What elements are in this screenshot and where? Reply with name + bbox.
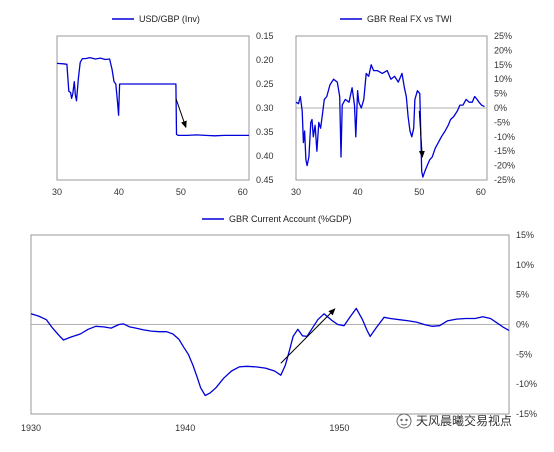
x-tick-label: 1940 [175, 423, 195, 433]
y-tick-label: 0.40 [256, 151, 274, 161]
y-tick-label: 25% [494, 31, 512, 41]
y-tick-label: 20% [494, 45, 512, 55]
y-tick-label: -20% [494, 161, 515, 171]
y-tick-label: -15% [516, 409, 537, 419]
x-tick-label: 50 [414, 187, 424, 197]
x-tick-label: 1930 [21, 423, 41, 433]
x-tick-label: 60 [238, 187, 248, 197]
watermark-text: 天风晨曦交易视点 [416, 413, 512, 428]
y-tick-label: -10% [494, 132, 515, 142]
x-tick-label: 40 [114, 187, 124, 197]
watermark: 天风晨曦交易视点 [396, 413, 512, 429]
y-tick-label: 15% [516, 230, 534, 240]
y-tick-label: 0% [494, 103, 507, 113]
chart-panel-1: 0.15 0.20 0.25 0.30 0.35 0.40 0.45 30 40 50 60 USD/… [52, 14, 274, 197]
y-tick-label: 5% [494, 89, 507, 99]
y-tick-label: 0.25 [256, 79, 274, 89]
y-tick-label: -15% [494, 146, 515, 156]
series-line [295, 64, 485, 178]
x-tick-label: 50 [176, 187, 186, 197]
series-line [30, 307, 510, 397]
y-tick-label: 0.35 [256, 127, 274, 137]
legend-label: GBR Current Account (%GDP) [229, 214, 352, 224]
legend-label: USD/GBP (Inv) [139, 14, 200, 24]
legend: GBR Current Account (%GDP) [202, 214, 352, 224]
x-tick-label: 30 [291, 187, 301, 197]
chart-panel-3: 15% 10% 5% 0% -5% -10% -15% 1930 1940 1950 GBR Cur… [21, 214, 537, 433]
y-tick-label: 5% [516, 290, 529, 300]
y-tick-label: -5% [494, 117, 510, 127]
y-tick-label: 0.20 [256, 55, 274, 65]
x-tick-label: 40 [353, 187, 363, 197]
annotation-arrow [280, 308, 336, 364]
legend: GBR Real FX vs TWI [340, 14, 452, 24]
series-line [56, 56, 249, 137]
y-tick-label: -25% [494, 175, 515, 185]
y-tick-label: 0.30 [256, 103, 274, 113]
y-tick-label: 10% [516, 260, 534, 270]
legend-label: GBR Real FX vs TWI [367, 14, 452, 24]
x-tick-label: 1950 [329, 423, 349, 433]
plot-frame [56, 35, 250, 181]
y-tick-label: 0% [516, 320, 529, 330]
chart-panel-2: 25% 20% 15% 10% 5% 0% -5% -10% -15% -20% -25% 30 40 5… [291, 14, 515, 197]
y-tick-label: -5% [516, 349, 532, 359]
y-tick-label: 0.45 [256, 175, 274, 185]
annotation-arrow [418, 110, 425, 158]
y-tick-label: 10% [494, 74, 512, 84]
x-tick-label: 30 [52, 187, 62, 197]
x-tick-label: 60 [476, 187, 486, 197]
y-tick-label: -10% [516, 379, 537, 389]
wechat-icon [396, 413, 412, 429]
legend: USD/GBP (Inv) [112, 14, 200, 24]
y-tick-label: 15% [494, 60, 512, 70]
annotation-arrow [175, 98, 187, 129]
y-tick-label: 0.15 [256, 31, 274, 41]
